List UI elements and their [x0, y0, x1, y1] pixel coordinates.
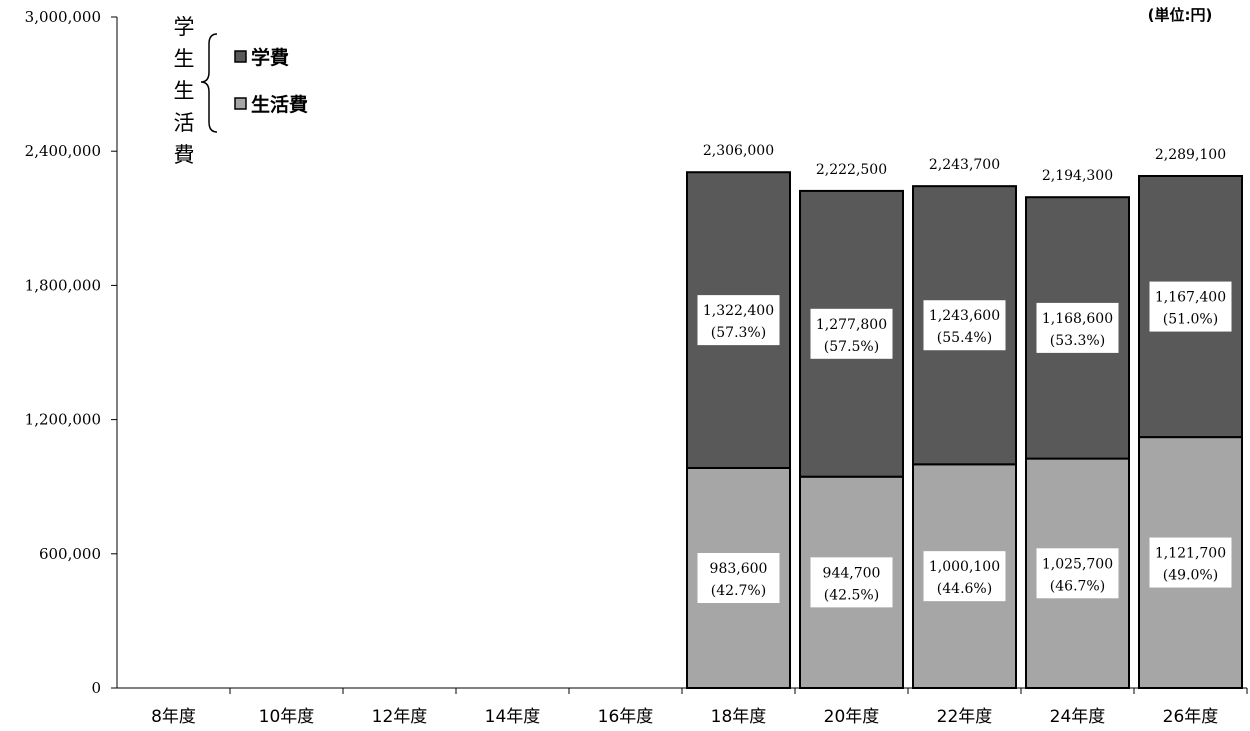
living-label-percent: (42.7%): [711, 583, 766, 599]
legend-label-living: 生活費: [251, 93, 308, 116]
total-label: 2,289,100: [1155, 147, 1226, 163]
y-tick-label: 0: [91, 679, 101, 697]
living-label-box: [1149, 537, 1232, 588]
living-label-value: 944,700: [823, 565, 881, 581]
tuition-label-value: 1,243,600: [929, 308, 1000, 324]
living-label-box: [1036, 548, 1119, 599]
x-tick-label: 24年度: [1050, 707, 1106, 727]
tuition-label-percent: (57.5%): [824, 339, 879, 355]
tuition-label-box: [1036, 302, 1119, 353]
legend-swatch-living: [234, 97, 247, 110]
tuition-label-value: 1,168,600: [1042, 311, 1113, 327]
legend-group-char: 学: [174, 15, 195, 39]
x-tick-label: 10年度: [259, 707, 315, 727]
tuition-label-box: [697, 295, 780, 346]
tuition-label-box: [810, 308, 893, 359]
living-label-box: [697, 553, 780, 604]
x-tick-label: 16年度: [598, 707, 654, 727]
y-tick-label: 2,400,000: [25, 142, 101, 160]
living-label-value: 1,025,700: [1042, 556, 1113, 572]
total-label: 2,222,500: [816, 162, 887, 178]
legend-brace: [200, 33, 218, 133]
legend-group-char: 生: [174, 47, 195, 71]
legend-label-tuition: 学費: [251, 46, 289, 69]
total-label: 2,194,300: [1042, 168, 1113, 184]
x-tick-label: 8年度: [151, 707, 196, 727]
tuition-label-percent: (55.4%): [937, 330, 992, 346]
tuition-label-percent: (51.0%): [1163, 312, 1218, 328]
living-label-value: 983,600: [710, 561, 768, 577]
value-labels: 2,306,000 1,322,400 (57.3%) 983,600 (42.7%) 2…: [697, 143, 1232, 608]
y-tick-label: 1,800,000: [25, 276, 101, 294]
tuition-label-value: 1,167,400: [1155, 290, 1226, 306]
x-axis-labels: 8年度 10年度 12年度 14年度 16年度 18年度 20年度 22年度 24年度 26年度: [151, 707, 1218, 727]
axes: [116, 17, 1248, 694]
unit-label: (単位:円): [1148, 6, 1213, 24]
tuition-label-box: [923, 300, 1006, 351]
legend-group-char: 費: [174, 143, 195, 167]
tuition-label-percent: (53.3%): [1050, 333, 1105, 349]
living-label-value: 1,121,700: [1155, 546, 1226, 562]
legend-group-char: 活: [174, 111, 195, 135]
living-label-percent: (46.7%): [1050, 578, 1105, 594]
x-tick-label: 18年度: [711, 707, 767, 727]
living-label-percent: (42.5%): [824, 587, 879, 603]
tuition-label-value: 1,322,400: [703, 303, 774, 319]
living-label-percent: (44.6%): [937, 581, 992, 597]
bars: [686, 171, 1243, 690]
x-tick-label: 20年度: [824, 707, 880, 727]
living-label-box: [923, 551, 1006, 602]
living-label-box: [810, 557, 893, 608]
tuition-label-value: 1,277,800: [816, 317, 887, 333]
x-tick-label: 26年度: [1163, 707, 1219, 727]
total-label: 2,306,000: [703, 143, 774, 159]
y-tick-label: 1,200,000: [25, 411, 101, 429]
living-label-value: 1,000,100: [929, 559, 1000, 575]
tuition-label-box: [1149, 281, 1232, 332]
x-tick-label: 12年度: [372, 707, 428, 727]
y-tick-label: 3,000,000: [25, 8, 101, 26]
x-tick-label: 14年度: [485, 707, 541, 727]
living-label-percent: (49.0%): [1163, 568, 1218, 584]
tuition-label-percent: (57.3%): [711, 325, 766, 341]
total-label: 2,243,700: [929, 157, 1000, 173]
x-tick-label: 22年度: [937, 707, 993, 727]
y-tick-label: 600,000: [39, 545, 101, 563]
legend-group-char: 生: [174, 79, 195, 103]
y-axis-ticks: 0 600,000 1,200,000 1,800,000 2,400,000 3,000…: [25, 8, 117, 697]
legend-swatch-tuition: [234, 50, 247, 63]
